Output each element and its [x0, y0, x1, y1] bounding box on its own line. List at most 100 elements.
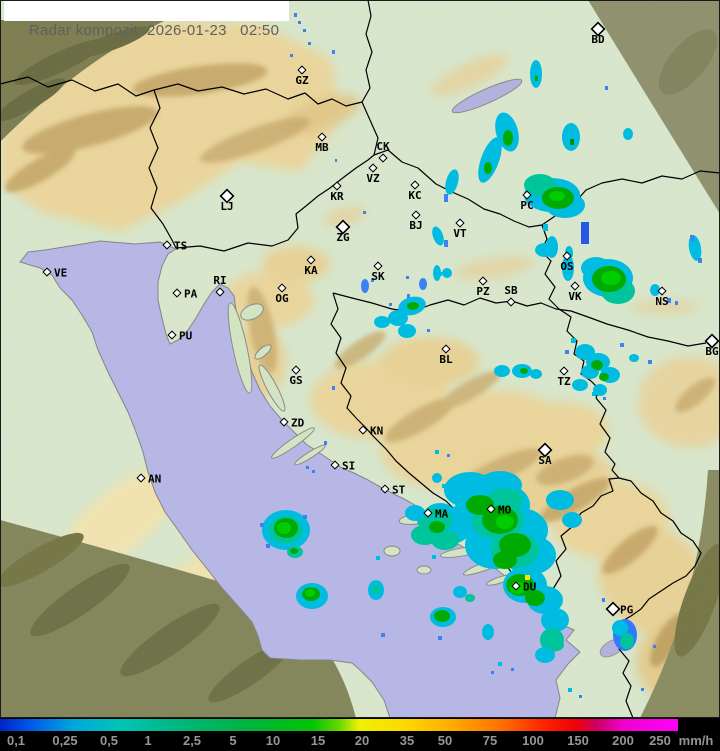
city-label: ZG: [336, 231, 350, 244]
city-label: DU: [523, 581, 537, 594]
city-label: BG: [705, 345, 719, 358]
city-marker-icon: [172, 288, 182, 298]
lake-balaton: [451, 78, 523, 114]
city-label: SK: [371, 270, 385, 283]
city-label: GS: [289, 374, 302, 387]
city-CK: CK: [376, 140, 390, 163]
city-ZG: ZG: [335, 219, 351, 244]
city-NS: NS: [655, 286, 669, 308]
city-marker-icon: [277, 283, 287, 293]
city-ZD: ZD: [279, 417, 305, 430]
city-label: TZ: [557, 375, 571, 388]
legend-unit-label: mm/h: [678, 733, 714, 748]
city-TS: TS: [162, 240, 187, 253]
city-marker-icon: [378, 153, 388, 163]
city-BL: BL: [439, 344, 453, 366]
city-label: SB: [504, 284, 518, 297]
city-marker-icon: [373, 261, 383, 271]
city-AN: AN: [136, 473, 161, 486]
legend-ticks: 0,1 0,25 0,5 1 2,5 5 10 15 20 35 50 75 100 150 200 250 m…: [0, 732, 720, 751]
city-label: MO: [498, 504, 512, 517]
city-label: OG: [275, 292, 289, 305]
city-marker-icon: [562, 251, 572, 261]
legend-tick-0,25: 0,25: [52, 733, 78, 748]
city-marker-icon: [522, 190, 532, 200]
city-label: PC: [520, 199, 533, 212]
legend-tick-0,5: 0,5: [99, 733, 119, 748]
city-ST: ST: [380, 484, 406, 497]
city-marker-icon: [537, 442, 553, 458]
legend-tick-10: 10: [265, 733, 281, 748]
city-BD: BD: [590, 21, 606, 46]
city-label: GZ: [295, 74, 309, 87]
city-DU: DU: [511, 581, 537, 594]
city-marker-icon: [358, 425, 368, 435]
legend-tick-5: 5: [229, 733, 237, 748]
city-PU: PU: [167, 330, 193, 343]
legend-colorbar: [0, 719, 678, 731]
city-markers: BD GZ MB CK VZ KR KC BJ VT ZG LJ TS VE PA RI PU KA OG SK PC…: [42, 21, 720, 617]
city-KR: KR: [330, 181, 344, 203]
city-label: MB: [315, 141, 329, 154]
city-label: SI: [342, 460, 355, 473]
city-VZ: VZ: [366, 163, 380, 185]
city-marker-icon: [42, 267, 52, 277]
city-SA: SA: [537, 442, 553, 467]
city-TZ: TZ: [557, 366, 571, 388]
city-BG: BG: [704, 333, 720, 358]
city-marker-icon: [605, 601, 621, 617]
city-label: ZD: [291, 417, 305, 430]
legend: 0,1 0,25 0,5 1 2,5 5 10 15 20 35 50 75 100 150 200 250 m…: [0, 718, 720, 751]
city-label: PA: [184, 288, 198, 301]
city-marker-icon: [297, 65, 307, 75]
radar-map: BD GZ MB CK VZ KR KC BJ VT ZG LJ TS VE PA RI PU KA OG SK PC…: [0, 0, 720, 718]
city-marker-icon: [455, 218, 465, 228]
city-OG: OG: [275, 283, 289, 305]
city-label: OS: [560, 260, 573, 273]
title-text: Radar kompozit 2026-01-23 02:50: [28, 22, 280, 39]
city-label: PG: [620, 604, 634, 617]
city-label: KN: [370, 425, 383, 438]
title-bar: Radar kompozit 2026-01-23 02:50: [4, 1, 290, 39]
radar-echo-layer: [260, 13, 702, 698]
city-BJ: BJ: [409, 210, 423, 232]
city-marker-icon: [411, 210, 421, 220]
city-label: AN: [148, 473, 161, 486]
city-label: ST: [392, 484, 406, 497]
city-GS: GS: [289, 365, 303, 387]
city-PC: PC: [520, 190, 534, 212]
city-MA: MA: [423, 508, 449, 521]
legend-tick-100: 100: [522, 733, 544, 748]
city-marker-icon: [215, 287, 225, 297]
city-VE: VE: [42, 267, 67, 280]
legend-tick-20: 20: [354, 733, 370, 748]
city-label: PZ: [476, 285, 490, 298]
city-KC: KC: [408, 180, 422, 202]
city-marker-icon: [162, 240, 172, 250]
legend-tick-1: 1: [144, 733, 152, 748]
city-label: BJ: [409, 219, 422, 232]
city-VT: VT: [453, 218, 467, 240]
legend-tick-0,1: 0,1: [6, 733, 26, 748]
city-RI: RI: [213, 274, 227, 297]
city-marker-icon: [167, 330, 177, 340]
city-OS: OS: [560, 251, 574, 273]
legend-tick-75: 75: [482, 733, 498, 748]
city-KA: KA: [304, 255, 318, 277]
city-marker-icon: [410, 180, 420, 190]
city-label: KR: [330, 190, 344, 203]
city-label: VK: [568, 290, 582, 303]
city-marker-icon: [335, 219, 351, 235]
city-marker-icon: [478, 276, 488, 286]
city-label: CK: [376, 140, 390, 153]
city-label: BL: [439, 353, 453, 366]
city-label: BD: [591, 33, 605, 46]
city-label: VE: [54, 267, 67, 280]
city-label: KC: [408, 189, 421, 202]
city-SB: SB: [504, 284, 518, 307]
legend-tick-50: 50: [437, 733, 453, 748]
legend-tick-35: 35: [399, 733, 415, 748]
city-SK: SK: [371, 261, 385, 283]
city-LJ: LJ: [219, 188, 235, 213]
